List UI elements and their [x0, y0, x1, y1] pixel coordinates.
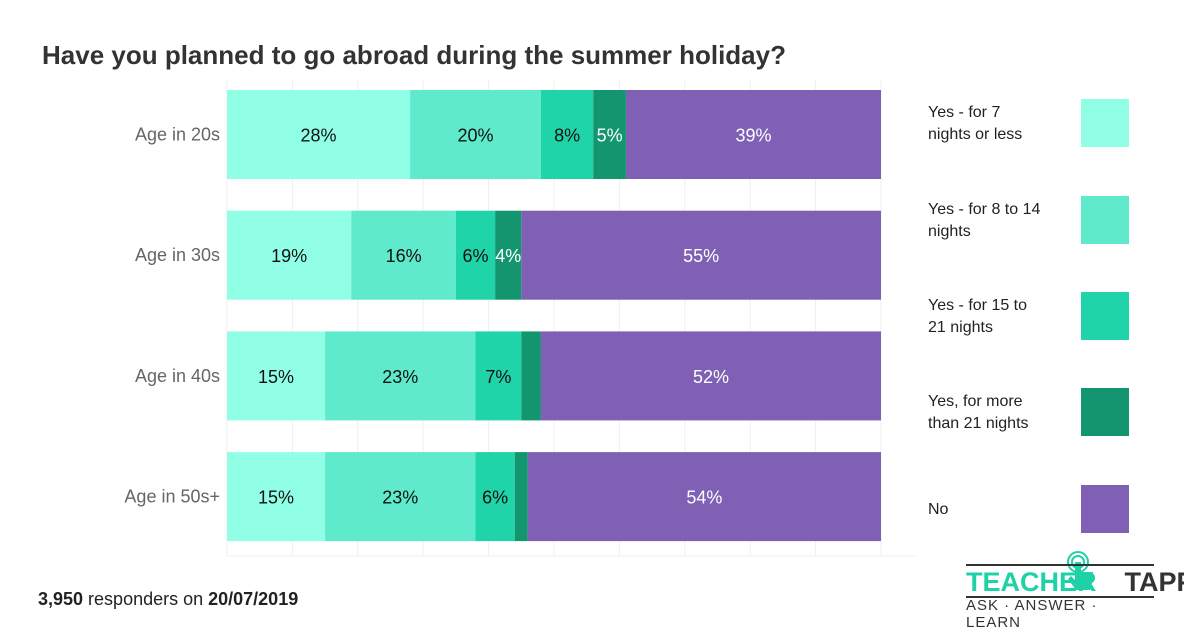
- data-label: 28%: [301, 126, 337, 146]
- bar-segment: [593, 90, 626, 179]
- data-label: 23%: [382, 488, 418, 508]
- logo-word-tapp: TAPP: [1124, 567, 1184, 597]
- legend-label-line: than 21 nights: [928, 415, 1029, 432]
- bar-segment: [495, 210, 522, 300]
- bar-segment: [325, 331, 476, 421]
- data-label: 52%: [693, 367, 729, 387]
- data-label: 5%: [597, 126, 623, 146]
- legend-swatch: [1081, 99, 1129, 147]
- bar-segment: [227, 331, 326, 421]
- bar-segment: [455, 210, 496, 300]
- bar-segment: [475, 452, 515, 542]
- legend-swatch: [1081, 196, 1129, 244]
- data-label: 8%: [554, 126, 580, 146]
- legend-swatch: [1081, 485, 1129, 533]
- survey-date: 20/07/2019: [208, 589, 299, 609]
- data-label: 7%: [485, 367, 511, 387]
- chart-title: Have you planned to go abroad during the…: [42, 40, 786, 70]
- data-label: 4%: [495, 246, 521, 266]
- legend-label-line: 21 nights: [928, 319, 993, 336]
- responder-count: 3,950: [38, 589, 84, 609]
- legend-label: No: [928, 499, 1068, 521]
- legend-item: No: [928, 485, 1168, 535]
- bar-segment: [475, 331, 522, 421]
- legend-label: Yes - for 7 nights or less: [928, 102, 1068, 146]
- legend-item: Yes - for 8 to 14 nights: [928, 196, 1168, 246]
- data-label: 54%: [686, 488, 722, 508]
- data-label: 15%: [258, 488, 294, 508]
- legend-label-line: nights: [928, 223, 971, 240]
- bar-segment: [227, 452, 326, 542]
- footer-text: responders on: [83, 589, 209, 609]
- legend-label-line: Yes - for 15 to: [928, 297, 1028, 314]
- logo-tagline: ASK · ANSWER · LEARN: [966, 597, 1098, 631]
- data-label: 23%: [382, 367, 418, 387]
- category-label: Age in 30s: [135, 245, 220, 265]
- legend-label-line: Yes, for more: [928, 393, 1023, 410]
- data-label: 6%: [482, 488, 508, 508]
- teacher-tapp-logo: TEACHER TAPP ASK · ANSWER · LEARN: [966, 550, 1184, 631]
- legend-item: Yes - for 15 to 21 nights: [928, 292, 1168, 342]
- legend-item: Yes, for more than 21 nights: [928, 388, 1168, 438]
- legend-label-line: nights or less: [928, 126, 1023, 143]
- logo-rule: [966, 564, 1154, 566]
- category-label: Age in 20s: [135, 125, 220, 145]
- bar-segment: [625, 90, 881, 179]
- bar-segment: [521, 210, 881, 300]
- legend-swatch: [1081, 388, 1129, 436]
- bar-segment: [227, 90, 411, 179]
- bar-segment: [410, 90, 541, 179]
- logo-rule: [966, 596, 1154, 598]
- legend-label-line: No: [928, 501, 949, 518]
- bar-segment: [325, 452, 476, 542]
- category-label: Age in 40s: [135, 366, 220, 386]
- bar-segment: [521, 331, 541, 421]
- bar-segment: [227, 210, 352, 300]
- legend-label: Yes, for more than 21 nights: [928, 391, 1068, 435]
- bar-segment: [514, 452, 528, 542]
- legend-label-line: Yes - for 8 to 14: [928, 201, 1041, 218]
- legend-label-line: Yes - for 7: [928, 104, 1001, 121]
- bar-segment: [540, 90, 594, 179]
- data-label: 6%: [463, 246, 489, 266]
- data-label: 20%: [458, 126, 494, 146]
- data-label: 19%: [271, 246, 307, 266]
- category-label: Age in 50s+: [124, 487, 220, 507]
- footer-note: 3,950 responders on 20/07/2019: [38, 589, 298, 610]
- legend-item: Yes - for 7 nights or less: [928, 99, 1168, 149]
- legend-label: Yes - for 8 to 14 nights: [928, 199, 1068, 243]
- legend-swatch: [1081, 292, 1129, 340]
- legend-label: Yes - for 15 to 21 nights: [928, 295, 1068, 339]
- data-label: 16%: [386, 246, 422, 266]
- bar-segment: [351, 210, 456, 300]
- data-label: 15%: [258, 367, 294, 387]
- logo-word-teacher: TEACHER: [966, 567, 1097, 597]
- data-label: 39%: [735, 126, 771, 146]
- bar-segment: [540, 331, 881, 421]
- data-label: 55%: [683, 246, 719, 266]
- tap-hand-icon: [1067, 551, 1093, 590]
- bar-segment: [527, 452, 881, 542]
